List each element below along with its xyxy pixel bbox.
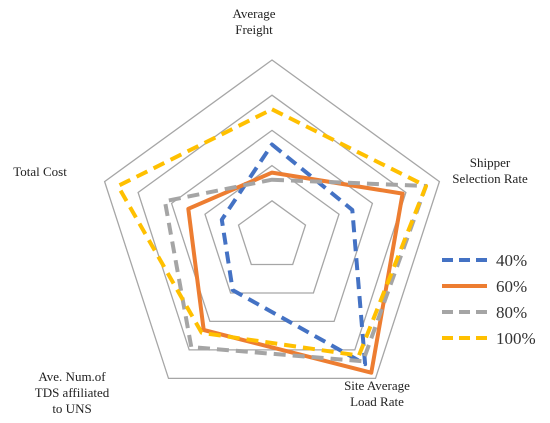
axis-label-2: Shipper Selection Rate xyxy=(452,155,528,186)
grid-ring-4 xyxy=(137,94,407,351)
axis-labels: Average Freight Shipper Selection Rate Site … xyxy=(13,6,528,416)
series-line-60pct xyxy=(186,170,405,375)
axis-label-4: Ave. Num.of TDS affiliated to UNS xyxy=(35,369,110,416)
legend: 40% 60% 80% 100% xyxy=(442,251,536,348)
axis-label-3: Site Average Load Rate xyxy=(344,378,410,409)
grid-ring-2 xyxy=(204,164,340,294)
legend-label-80pct: 80% xyxy=(496,303,527,322)
grid-ring-1 xyxy=(237,199,307,266)
legend-label-100pct: 100% xyxy=(496,329,536,348)
grid-ring-3 xyxy=(170,129,374,323)
series-line-100pct xyxy=(116,107,428,358)
grid-ring-5 xyxy=(103,59,441,380)
radar-grid xyxy=(103,59,441,380)
legend-label-60pct: 60% xyxy=(496,277,527,296)
series-line-40pct xyxy=(219,142,368,367)
series-line-80pct xyxy=(162,177,428,364)
series-group xyxy=(116,107,428,375)
legend-label-40pct: 40% xyxy=(496,251,527,270)
axis-label-5: Total Cost xyxy=(13,164,67,179)
axis-label-1: Average Freight xyxy=(232,6,275,37)
